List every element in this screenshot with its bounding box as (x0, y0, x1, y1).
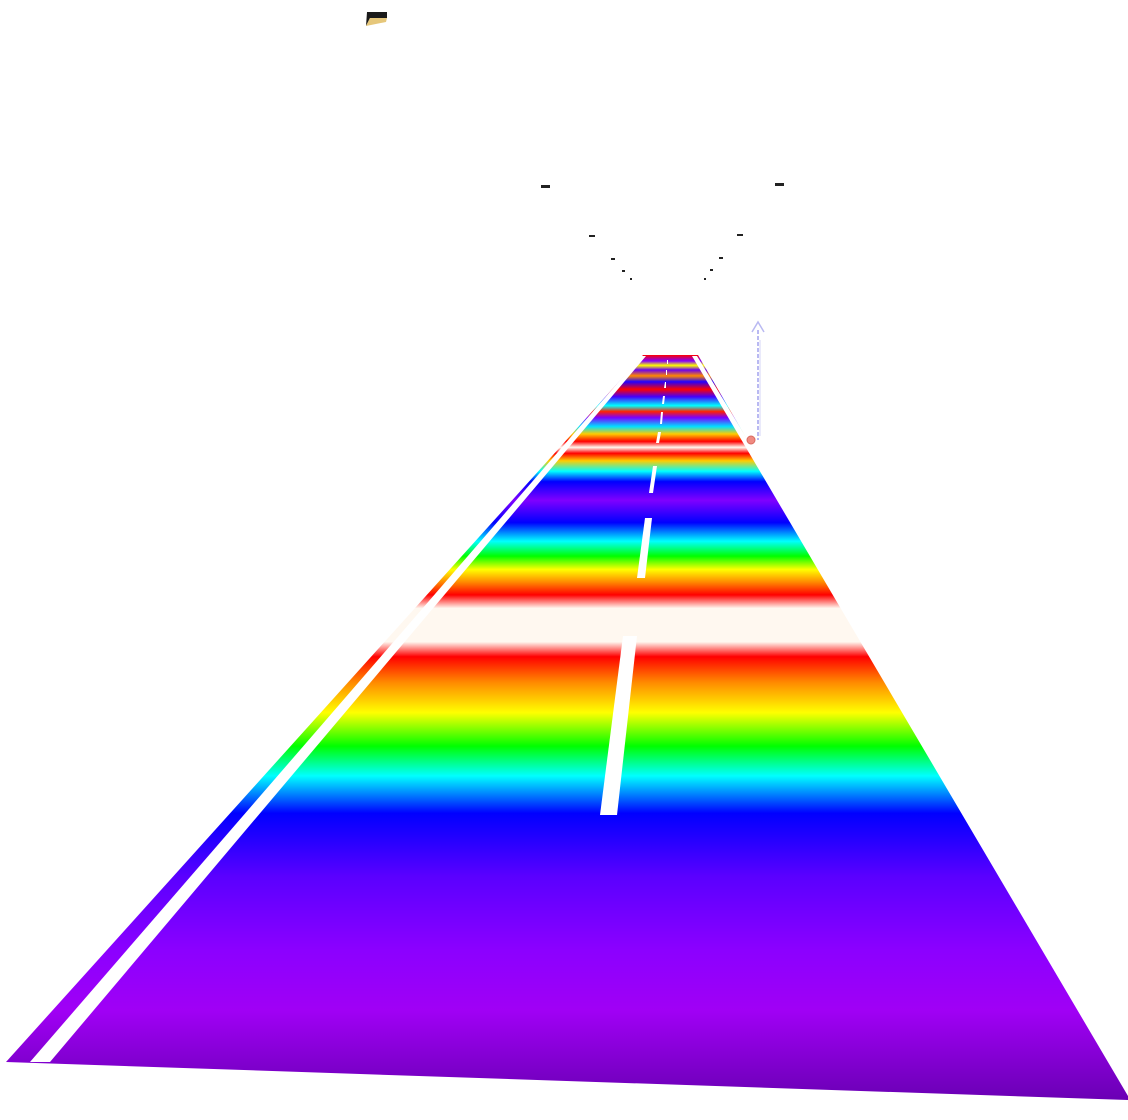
arrow-head-icon (751, 320, 765, 333)
lamp-icon (541, 185, 550, 188)
center-dash (660, 412, 663, 424)
left-edge-line (30, 356, 646, 1062)
center-dash (666, 370, 667, 375)
lamp-icon (622, 270, 625, 272)
lamp-icon (611, 258, 615, 260)
center-dash (667, 360, 668, 364)
probe-marker[interactable] (746, 435, 756, 445)
center-dash (662, 396, 665, 404)
center-dash (637, 518, 652, 578)
road-surface[interactable] (6, 355, 1128, 1100)
lamp-icon (775, 183, 784, 186)
lamp-icon (719, 257, 723, 259)
lamp-icon (704, 278, 706, 280)
center-dash (600, 636, 637, 815)
lane-markings (30, 356, 1128, 1096)
vertical-vector-arrow[interactable] (751, 320, 765, 440)
right-edge-line (692, 356, 1128, 1096)
street-lamps (366, 12, 784, 280)
lamp-icon (737, 234, 743, 236)
center-dash (656, 432, 661, 443)
lamp-near-icon (366, 12, 387, 26)
lamp-near-glow-icon (366, 18, 387, 26)
center-dash (664, 382, 666, 388)
center-dash (649, 466, 657, 493)
lamp-icon (710, 269, 713, 271)
lamp-icon (630, 278, 632, 280)
lamp-icon (589, 235, 595, 237)
